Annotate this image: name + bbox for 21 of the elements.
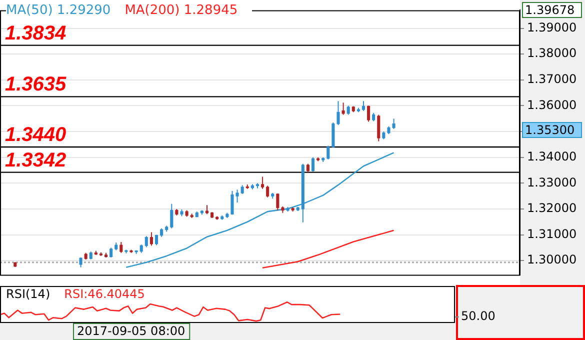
text: 1.35300 xyxy=(525,123,575,138)
chart-title: RSI(14) xyxy=(6,287,50,301)
y-tick-label: 1.39000 xyxy=(527,20,577,34)
text: MA(50) 1.29290 xyxy=(6,3,111,18)
series-label: RSI:46.40445 xyxy=(64,287,145,301)
y-tick-label: 1.34000 xyxy=(527,149,577,164)
text: 2017-09-05 08:00 xyxy=(77,324,186,338)
y-tick-label: 1.32000 xyxy=(527,201,577,216)
ref-line-label: 1.3635 xyxy=(5,74,68,96)
y-tick-label: 1.33000 xyxy=(527,175,577,190)
y-tick-label: 1.36000 xyxy=(527,98,577,112)
text: MA(200) 1.28945 xyxy=(124,3,238,18)
y-tick-label: 1.37000 xyxy=(527,72,577,86)
ref-line-label: 1.3834 xyxy=(5,22,66,44)
text: 1.39678 xyxy=(525,3,575,18)
y-tick-label: 1.31000 xyxy=(527,226,577,241)
y-tick-label: 1.30000 xyxy=(527,252,577,267)
text: 50.00 xyxy=(461,309,496,324)
ref-line-label: 1.3342 xyxy=(5,149,66,172)
y-tick-label: 1.38000 xyxy=(527,46,577,60)
ref-line-label: 1.3440 xyxy=(5,124,66,146)
